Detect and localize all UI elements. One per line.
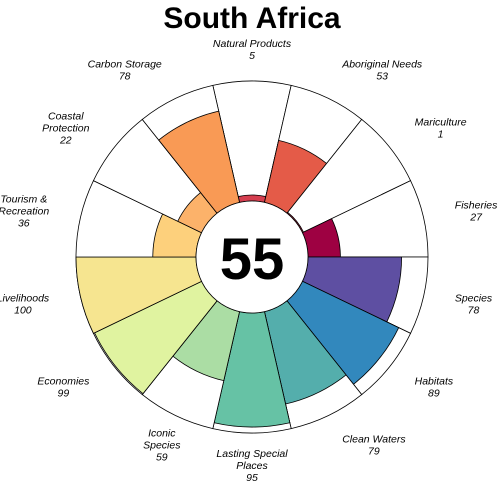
label-line-natural-products-0: Natural Products [213, 38, 292, 50]
label-iconic-species: Iconic Species 59 [143, 427, 181, 463]
value-label-tourism-recreation: 36 [18, 218, 30, 230]
label-line-habitats-0: Habitats [415, 376, 454, 388]
value-label-habitats: 89 [428, 388, 440, 400]
label-tourism-recreation: Tourism & Recreation 36 [0, 194, 49, 230]
label-line-clean-waters-0: Clean Waters [342, 433, 406, 445]
label-mariculture: Mariculture 1 [415, 116, 467, 140]
label-line-lasting-special-places-1: Places [236, 460, 268, 472]
label-line-iconic-species-0: Iconic [148, 427, 176, 439]
label-line-lasting-special-places-0: Lasting Special [216, 448, 288, 460]
value-label-clean-waters: 79 [368, 445, 380, 457]
label-clean-waters: Clean Waters 79 [342, 433, 406, 457]
label-economies: Economies 99 [37, 376, 90, 400]
label-fisheries: Fisheries 27 [455, 200, 498, 224]
label-lasting-special-places: Lasting Special Places 95 [216, 448, 288, 484]
label-line-tourism-recreation-0: Tourism & [0, 194, 47, 206]
value-label-economies: 99 [58, 388, 70, 400]
value-label-coastal-protection: 22 [59, 134, 72, 146]
label-natural-products: Natural Products 5 [213, 38, 292, 62]
label-species: Species 78 [455, 292, 493, 316]
labels-group: Natural Products 5 Aboriginal Needs 53 Maric… [0, 38, 498, 484]
label-livelihoods: Livelihoods 100 [0, 292, 50, 316]
label-line-species-0: Species [455, 292, 493, 304]
label-aboriginal-needs: Aboriginal Needs 53 [341, 59, 423, 83]
label-line-coastal-protection-1: Protection [42, 122, 89, 134]
label-line-iconic-species-1: Species [143, 439, 181, 451]
label-line-economies-0: Economies [37, 376, 90, 388]
label-carbon-storage: Carbon Storage 78 [88, 59, 162, 83]
center-score: 55 [220, 227, 285, 292]
value-label-mariculture: 1 [438, 128, 444, 140]
value-label-carbon-storage: 78 [119, 71, 131, 83]
petals-group [75, 80, 429, 434]
label-line-coastal-protection-0: Coastal [48, 110, 84, 122]
label-line-fisheries-0: Fisheries [455, 200, 498, 212]
label-habitats: Habitats 89 [415, 376, 454, 400]
value-label-livelihoods: 100 [14, 304, 32, 316]
label-line-tourism-recreation-1: Recreation [0, 206, 49, 218]
value-label-lasting-special-places: 95 [246, 472, 258, 484]
label-line-mariculture-0: Mariculture [415, 116, 467, 128]
value-label-aboriginal-needs: 53 [376, 71, 388, 83]
value-label-fisheries: 27 [469, 212, 483, 224]
chart-title: South Africa [163, 2, 341, 35]
value-label-natural-products: 5 [249, 50, 255, 62]
label-line-carbon-storage-0: Carbon Storage [88, 59, 162, 71]
label-coastal-protection: Coastal Protection 22 [42, 110, 89, 146]
label-line-aboriginal-needs-0: Aboriginal Needs [341, 59, 423, 71]
center-circle [195, 200, 309, 314]
label-line-livelihoods-0: Livelihoods [0, 292, 50, 304]
value-label-species: 78 [468, 304, 480, 316]
value-label-iconic-species: 59 [156, 451, 168, 463]
